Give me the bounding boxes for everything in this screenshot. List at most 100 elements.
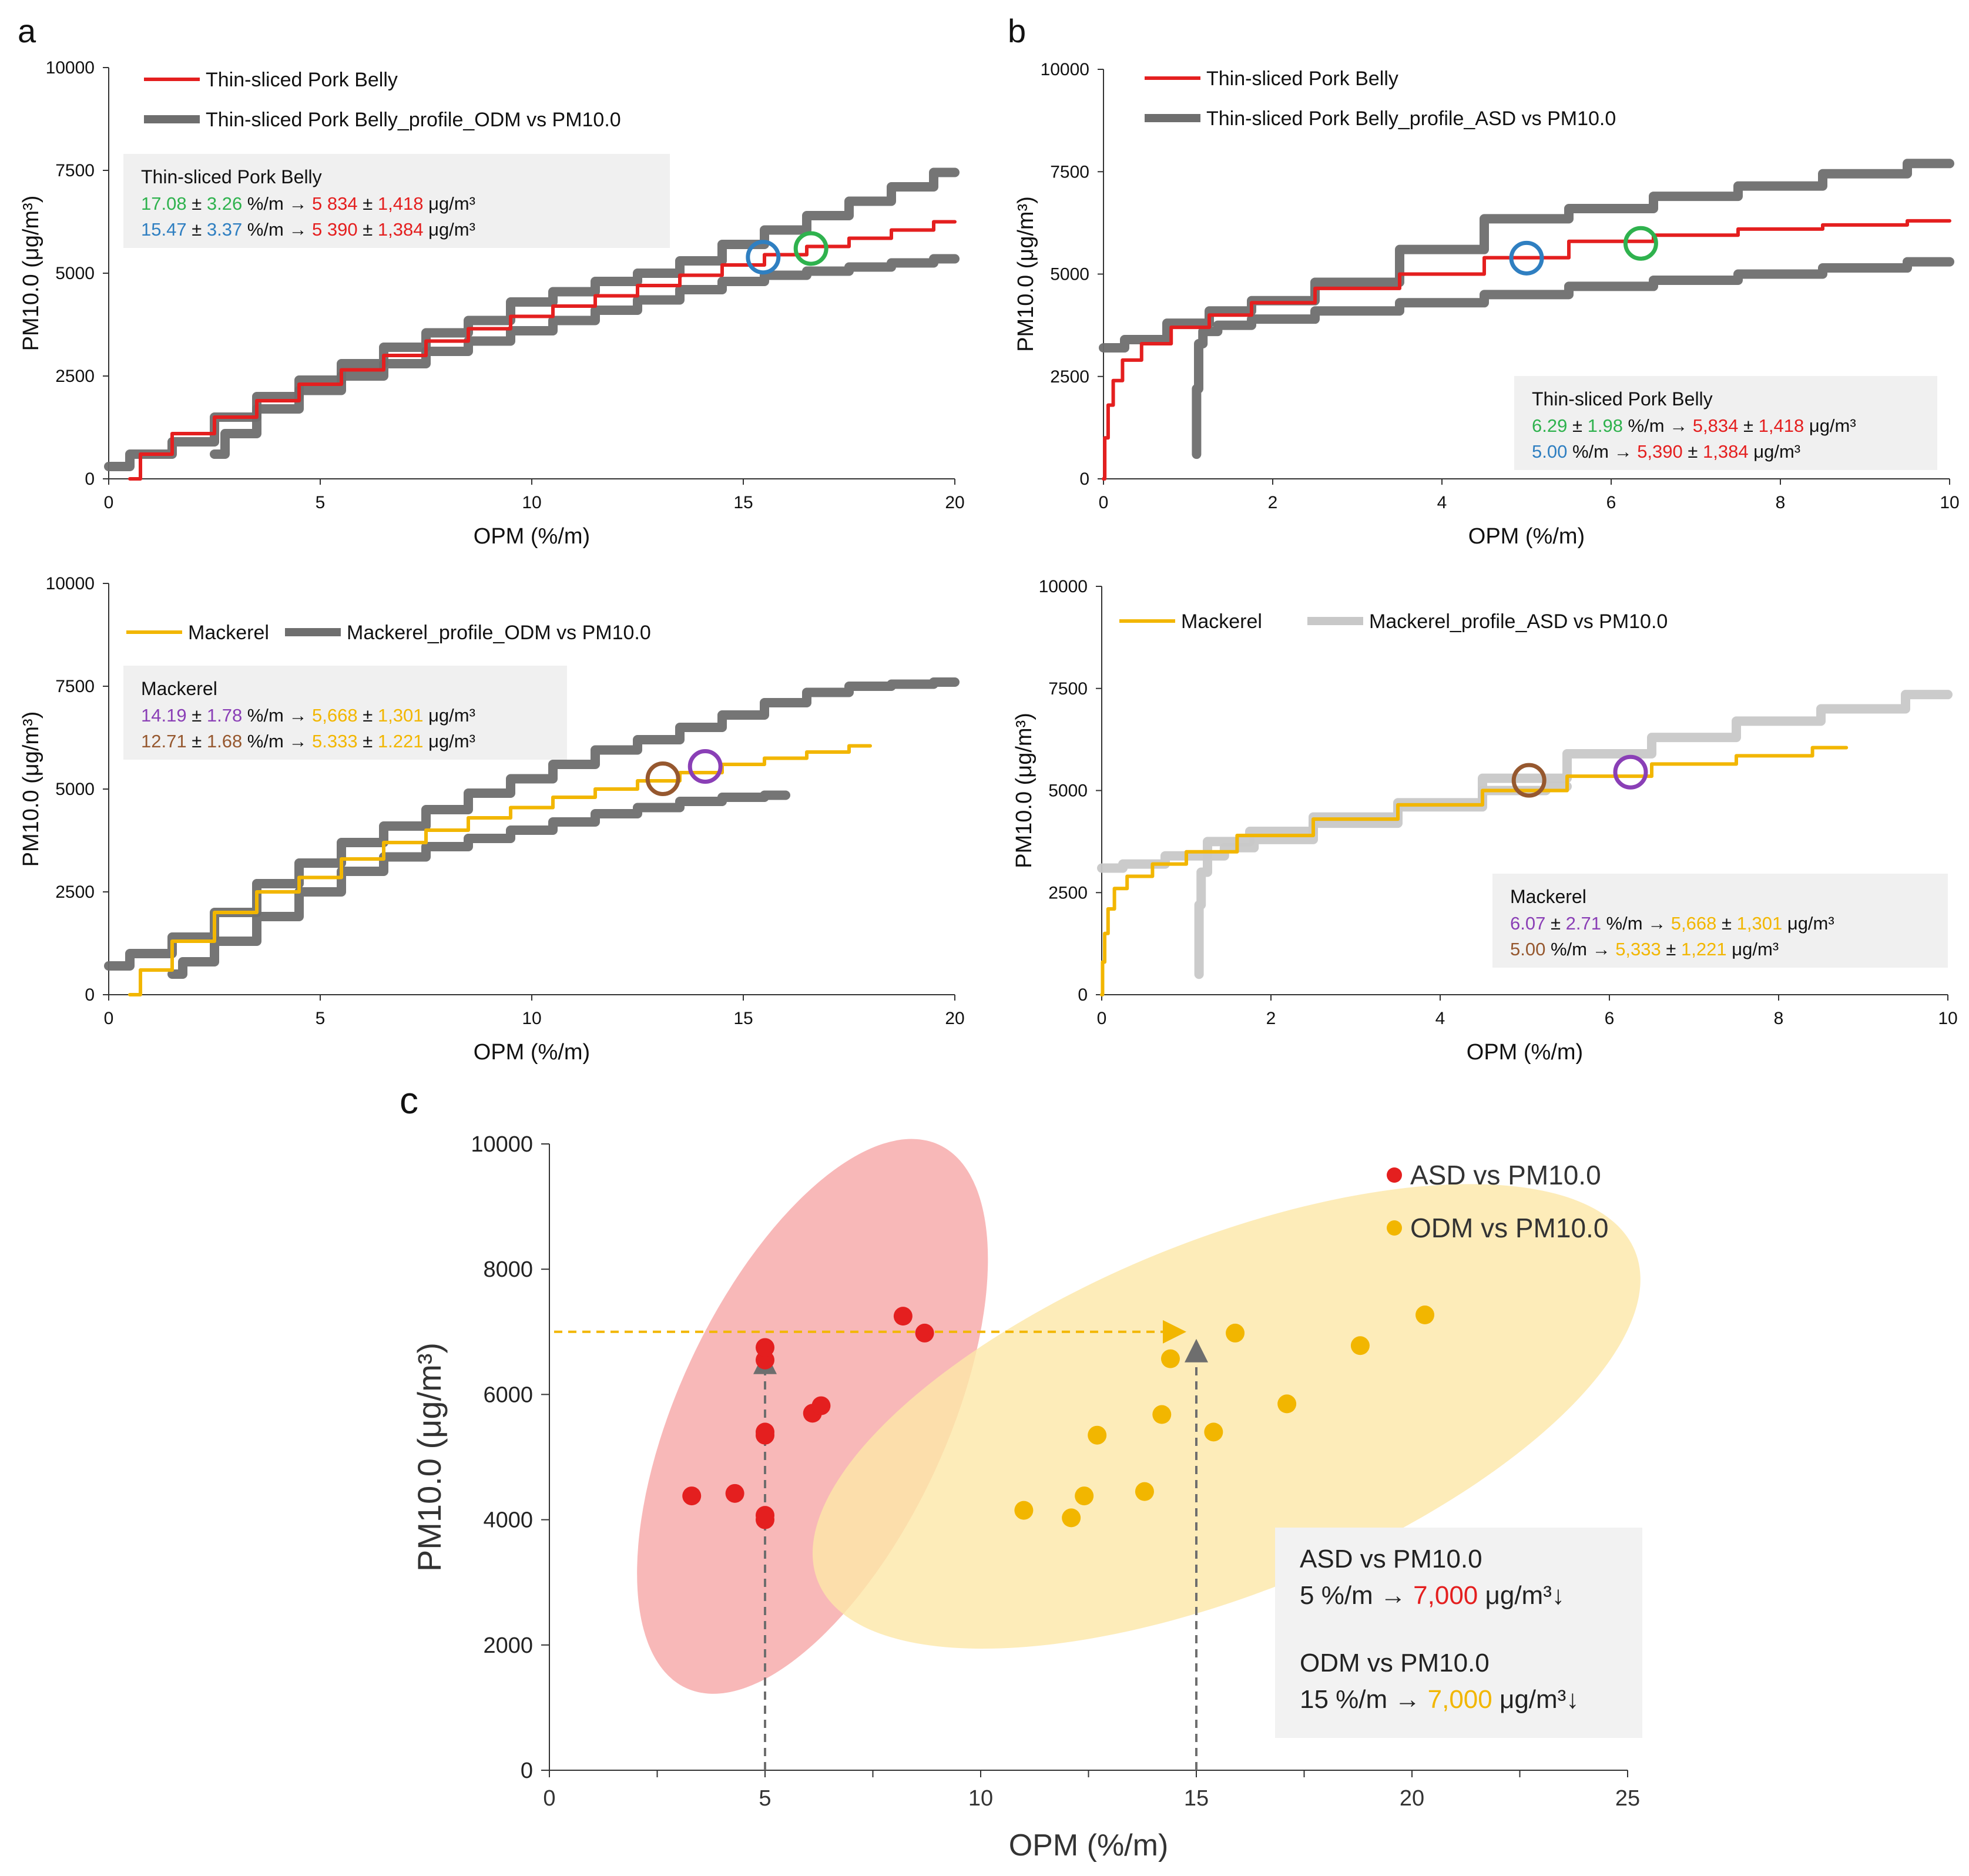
- annotation-value: ±: [192, 193, 207, 214]
- chart-c: 0 2000 4000 6000 8000 10000 0 5 10 15 20 25 OPM (%/m…: [411, 1132, 1642, 1862]
- legend-label: ASD vs PM10.0: [1410, 1160, 1601, 1190]
- panel-letter-c: c: [400, 1079, 418, 1122]
- y-tick-label: 5000: [1048, 781, 1088, 801]
- annotation-value: 1,221: [1681, 939, 1732, 959]
- chart-a-top: 0 2500 5000 7500 10000 0 5 10 15 20 OPM (%/m) PM10.…: [19, 58, 965, 549]
- chart-a-bottom: 0 2500 5000 7500 10000 0 5 10 15 20 OPM (%/m) PM10.…: [19, 574, 965, 1065]
- annotation-value: %/m →: [247, 193, 312, 214]
- annotation-value: 1,384: [378, 219, 428, 240]
- annotation-value: μg/m³: [428, 705, 475, 726]
- y-tick-label: 10000: [1041, 60, 1089, 79]
- annotation-value: 5 %/m →: [1300, 1581, 1413, 1610]
- legend-dot: [1387, 1167, 1402, 1183]
- y-tick-label: 0: [1078, 985, 1088, 1005]
- series-line-profile: [1097, 690, 1953, 873]
- annotation-title-asd: ASD vs PM10.0: [1300, 1545, 1482, 1573]
- scatter-point: [1135, 1482, 1154, 1501]
- annotation-value: 1,301: [378, 705, 428, 726]
- y-tick-label: 0: [85, 985, 95, 1005]
- y-tick-label: 4000: [483, 1508, 533, 1533]
- panel-letter-a: a: [18, 12, 36, 49]
- annotation-box: [123, 666, 567, 760]
- annotation-value: 1,418: [1759, 415, 1809, 436]
- annotation-line-1: 17.08 ± 3.26 %/m → 5 834 ± 1,418 μg/m³: [141, 193, 475, 214]
- y-tick-label: 5000: [55, 780, 95, 799]
- annotation-value: 17.08: [141, 193, 192, 214]
- annotation-title: Thin-sliced Pork Belly: [1532, 388, 1713, 410]
- x-tick-label: 0: [1097, 1009, 1107, 1028]
- annotation-value: 5 390: [312, 219, 363, 240]
- annotation-value: ±: [1688, 441, 1703, 462]
- annotation-line-1: 6.07 ± 2.71 %/m → 5,668 ± 1,301 μg/m³: [1510, 913, 1834, 934]
- scatter-point: [1350, 1336, 1370, 1355]
- annotation-line-1: 6.29 ± 1.98 %/m → 5,834 ± 1,418 μg/m³: [1532, 415, 1856, 436]
- annotation-value: 5.333: [312, 731, 363, 751]
- marker-circle: [793, 231, 828, 266]
- marker-circle: [1511, 763, 1547, 798]
- y-tick-label: 5000: [1050, 265, 1089, 284]
- annotation-value: 1,301: [1737, 913, 1787, 934]
- series-line-main: [128, 744, 872, 996]
- x-tick-label: 10: [522, 493, 541, 512]
- x-tick-label: 8: [1774, 1009, 1784, 1028]
- annotation-value: %/m →: [1551, 939, 1615, 959]
- y-tick-label: 2500: [55, 367, 95, 386]
- annotation-value: ±: [192, 731, 207, 751]
- annotation-value: 14.19: [141, 705, 192, 726]
- annotation-value: %/m →: [1572, 441, 1637, 462]
- scatter-point: [1014, 1501, 1034, 1520]
- y-tick-label: 10000: [1039, 577, 1088, 596]
- y-tick-label: 10000: [471, 1132, 533, 1157]
- scatter-point: [1075, 1486, 1094, 1506]
- series-line-main: [1102, 219, 1951, 481]
- annotation-value: 2.71: [1566, 913, 1606, 934]
- annotation-value: ±: [363, 731, 378, 751]
- legend-dot: [1387, 1220, 1402, 1236]
- marker-circle: [746, 240, 781, 275]
- scatter-point: [682, 1486, 702, 1506]
- x-tick-label: 6: [1605, 1009, 1615, 1028]
- annotation-value: %/m →: [247, 219, 312, 240]
- scatter-point: [756, 1338, 774, 1357]
- annotation-value: ±: [363, 219, 378, 240]
- y-tick-label: 6000: [483, 1382, 533, 1407]
- cluster-ellipse-odm: [812, 1184, 1641, 1649]
- annotation-value: 5,668: [1671, 913, 1722, 934]
- y-tick-label: 7500: [1048, 679, 1088, 699]
- x-tick-label: 0: [104, 1009, 114, 1028]
- scatter-point: [1277, 1394, 1297, 1414]
- annotation-value: 5,834: [1693, 415, 1743, 436]
- annotation-value: μg/m³↓: [1500, 1685, 1579, 1714]
- y-tick-label: 2000: [483, 1633, 533, 1658]
- legend-label: ODM vs PM10.0: [1410, 1213, 1608, 1243]
- y-tick-label: 5000: [55, 264, 95, 283]
- y-axis-label: PM10.0 (μg/m³): [19, 196, 43, 351]
- y-tick-label: 2500: [1050, 367, 1089, 387]
- scatter-point: [725, 1484, 744, 1503]
- x-tick-label: 0: [1099, 493, 1109, 512]
- x-tick-label: 2: [1266, 1009, 1276, 1028]
- annotation-value: 1.98: [1588, 415, 1628, 436]
- scatter-point: [756, 1506, 774, 1525]
- annotation-value: μg/m³: [428, 193, 475, 214]
- annotation-title-odm: ODM vs PM10.0: [1300, 1649, 1490, 1677]
- annotation-value: μg/m³: [1787, 913, 1834, 934]
- x-tick-label: 10: [1940, 493, 1959, 512]
- y-tick-label: 2500: [55, 882, 95, 902]
- x-axis-label: OPM (%/m): [1468, 524, 1585, 549]
- scatter-point: [756, 1422, 774, 1442]
- y-tick-label: 7500: [55, 677, 95, 696]
- annotation-value: 5.00: [1532, 441, 1572, 462]
- annotation-value: 1,418: [378, 193, 428, 214]
- x-tick-label: 6: [1606, 493, 1616, 512]
- annotation-value: μg/m³↓: [1485, 1581, 1565, 1610]
- annotation-box: [1514, 376, 1937, 470]
- annotation-value: 15 %/m →: [1300, 1685, 1428, 1714]
- x-tick-label: 5: [316, 493, 326, 512]
- x-tick-label: 10: [522, 1009, 541, 1028]
- y-tick-label: 10000: [46, 574, 95, 593]
- x-tick-label: 4: [1435, 1009, 1445, 1028]
- x-tick-label: 15: [733, 493, 753, 512]
- annotation-value: 3.26: [207, 193, 247, 214]
- annotation-value: 7,000: [1428, 1685, 1500, 1714]
